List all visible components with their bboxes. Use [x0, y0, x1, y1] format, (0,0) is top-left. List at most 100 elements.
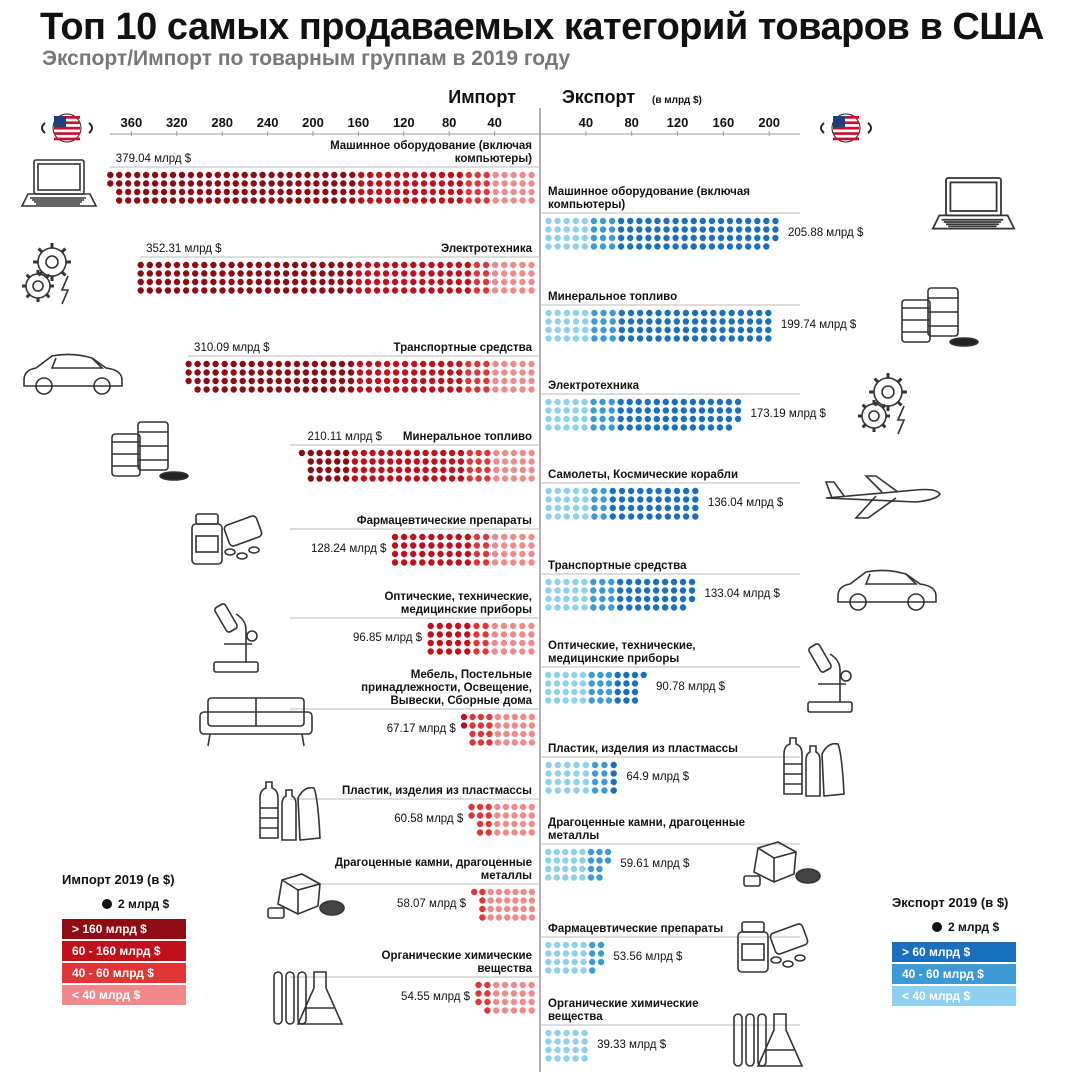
import-value-label: 210.11 млрд $: [308, 431, 383, 443]
import-dot: [268, 197, 275, 204]
export-dot: [627, 234, 634, 242]
export-dot: [545, 318, 552, 325]
import-dot: [519, 458, 526, 465]
import-dot: [392, 386, 400, 393]
import-dot: [428, 287, 435, 294]
import-dot: [185, 369, 192, 376]
import-dot: [510, 197, 517, 204]
export-dot: [708, 243, 716, 250]
import-dot: [187, 197, 195, 204]
import-dot: [446, 270, 453, 277]
import-dot: [483, 369, 490, 376]
import-dot: [528, 550, 535, 558]
export-dot: [554, 424, 561, 431]
export-dot: [572, 578, 579, 586]
export-dot: [708, 226, 716, 233]
export-dot: [563, 496, 571, 503]
export-dot: [637, 504, 644, 512]
export-dot: [644, 424, 651, 431]
import-dot: [492, 171, 499, 179]
import-category-label: Фармацевтические препараты: [357, 515, 532, 527]
export-dot: [708, 234, 716, 242]
import-dot: [455, 278, 462, 286]
import-dot: [125, 197, 132, 204]
import-dot: [473, 278, 481, 286]
export-dot: [562, 671, 569, 679]
import-dot: [457, 458, 465, 465]
import-dot: [466, 466, 473, 474]
import-dot: [313, 180, 320, 187]
export-dot: [618, 326, 625, 334]
export-dot: [554, 950, 561, 957]
import-dot: [307, 466, 314, 474]
import-dot: [420, 197, 428, 204]
export-dot: [582, 787, 589, 794]
import-dot: [273, 287, 281, 294]
import-dot: [519, 981, 526, 989]
import-dot: [494, 829, 501, 836]
import-dot: [358, 171, 365, 179]
import-dot: [501, 369, 508, 376]
export-dot: [582, 318, 589, 325]
export-value-label: 173.19 млрд $: [750, 408, 826, 420]
export-dot: [596, 874, 603, 881]
import-dot: [501, 377, 508, 385]
import-dot: [311, 377, 319, 385]
export-dot: [582, 761, 589, 769]
export-dot: [545, 950, 552, 957]
import-dot: [484, 475, 491, 482]
import-tick-label: 200: [302, 115, 324, 130]
export-dot: [725, 407, 733, 414]
import-dot: [384, 171, 392, 179]
export-dot: [563, 578, 570, 586]
export-dot: [573, 787, 580, 794]
pills-icon: [191, 513, 263, 565]
export-dot: [582, 496, 589, 503]
import-dot: [504, 888, 511, 896]
import-dot: [456, 360, 463, 368]
export-dot: [601, 778, 608, 786]
import-dot: [456, 377, 463, 385]
export-dot: [608, 243, 616, 250]
export-dot: [589, 941, 596, 949]
import-dot: [325, 475, 332, 482]
export-value-label: 39.33 млрд $: [597, 1039, 667, 1051]
import-dot: [410, 261, 417, 269]
import-dot: [125, 188, 132, 196]
export-dot: [545, 1046, 552, 1054]
import-dot: [134, 180, 141, 187]
import-dot: [493, 981, 500, 989]
export-dot: [654, 226, 661, 233]
export-dot: [653, 415, 660, 423]
import-dot: [464, 639, 471, 647]
export-dot: [655, 318, 662, 325]
import-dot: [447, 171, 455, 179]
import-dot: [528, 914, 536, 921]
export-dot: [682, 496, 690, 503]
import-dot: [295, 171, 302, 179]
import-dot: [329, 386, 337, 393]
export-dot: [679, 604, 687, 611]
import-dot: [429, 377, 436, 385]
import-dot: [475, 990, 482, 997]
import-dot: [491, 542, 499, 549]
import-dot: [519, 812, 527, 819]
import-dot: [420, 171, 428, 179]
export-dot: [554, 1038, 561, 1045]
import-dot: [528, 803, 535, 811]
import-dot: [384, 197, 392, 204]
export-dot: [597, 680, 604, 687]
import-dot: [369, 466, 376, 474]
export-dot: [581, 226, 588, 233]
import-dot: [437, 287, 444, 294]
import-dot: [241, 180, 248, 187]
export-dot: [581, 424, 588, 431]
import-dot: [173, 270, 181, 277]
import-dot: [230, 377, 237, 385]
export-dot: [553, 688, 561, 696]
export-dot: [581, 595, 588, 603]
import-dot: [411, 197, 419, 204]
import-dot: [474, 188, 481, 196]
import-dot: [239, 369, 246, 376]
export-dot: [554, 958, 561, 966]
